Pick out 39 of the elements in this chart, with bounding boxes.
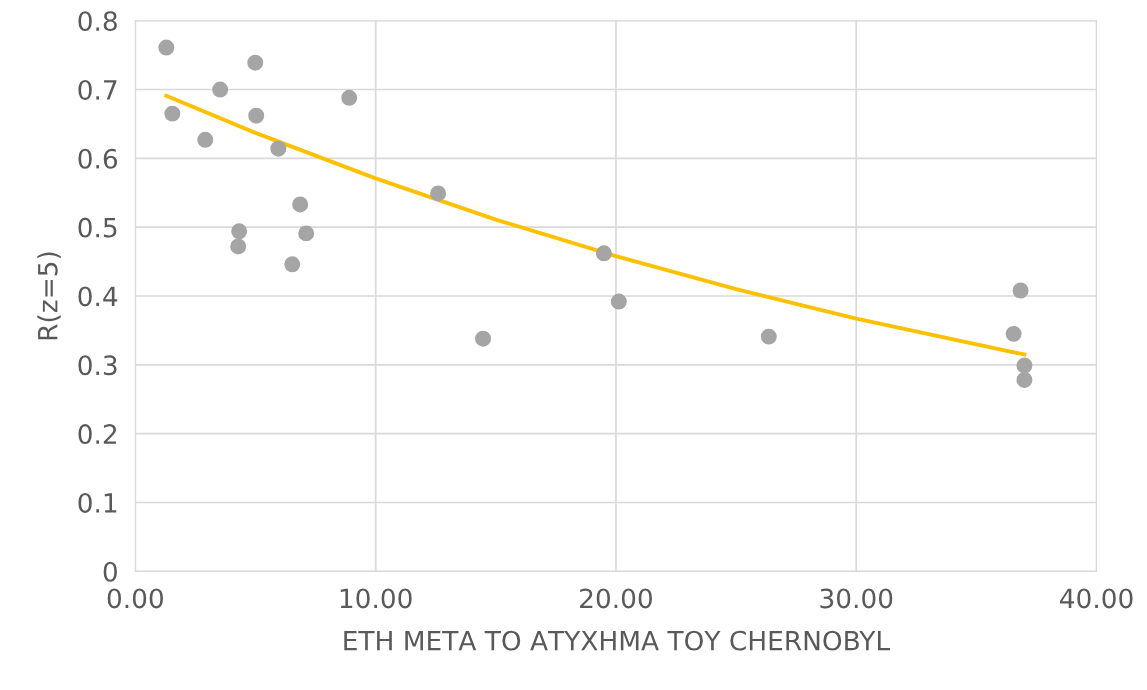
point [230, 238, 247, 255]
point [270, 140, 287, 157]
x-tick-label: 20.00 [580, 588, 652, 609]
point [1016, 357, 1033, 374]
point [1005, 325, 1022, 342]
x-tick-label: 10.00 [340, 588, 412, 609]
point [610, 293, 627, 310]
point [231, 223, 248, 240]
point [595, 245, 612, 262]
y-tick-label: 0.6 [78, 148, 118, 169]
x-tick-label: 30.00 [820, 588, 893, 609]
point [158, 39, 175, 56]
point [475, 330, 492, 347]
point [341, 89, 358, 106]
point [164, 105, 181, 122]
y-tick-label: 0.1 [78, 492, 117, 513]
point [247, 54, 264, 71]
y-tick-label: 0.2 [78, 424, 117, 445]
y-axis-title: R(z=5) [37, 252, 61, 340]
y-tick-label: 0 [103, 561, 117, 582]
y-tick-label: 0.8 [78, 11, 117, 32]
point [1012, 282, 1029, 299]
x-tick-label: 40.00 [1060, 588, 1133, 609]
point [197, 131, 214, 148]
point [760, 328, 777, 345]
y-tick-label: 0.5 [78, 217, 117, 238]
point [284, 256, 301, 273]
y-tick-label: 0.3 [78, 355, 117, 376]
y-tick-label: 0.4 [78, 286, 118, 307]
line-series [164, 93, 1027, 357]
point [292, 196, 309, 213]
x-tick-label: 0.00 [107, 588, 163, 609]
point [430, 185, 447, 202]
point [298, 225, 315, 242]
point [248, 107, 265, 124]
y-tick-label: 0.7 [78, 79, 117, 100]
point [1016, 372, 1033, 388]
point [212, 81, 229, 98]
x-axis-title: ΕΤΗ ΜΕΤΑ ΤΟ ΑΤΥΧΗΜΑ ΤΟΥ CHERNOBYL [344, 630, 890, 651]
